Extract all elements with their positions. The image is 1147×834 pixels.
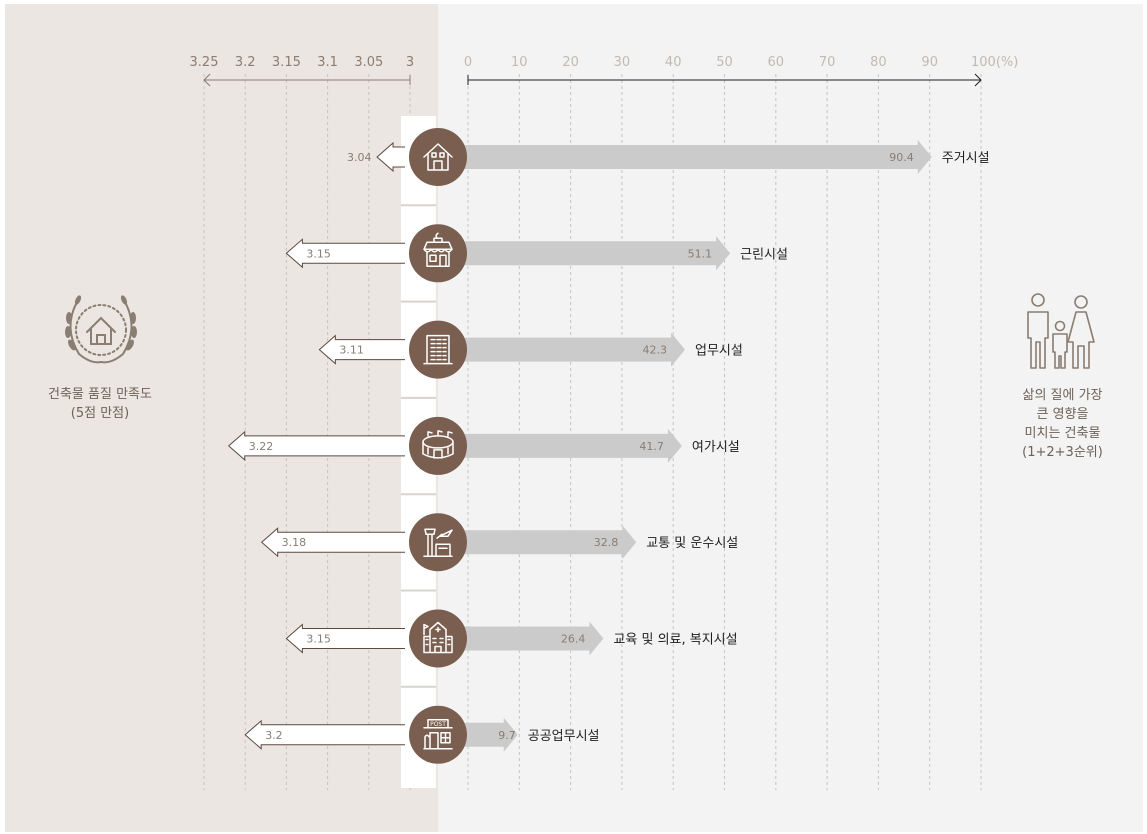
left-axis-tick-label: 3.05 [354,55,383,70]
bar-right-value: 41.7 [639,440,664,453]
post-office-icon: POST [423,719,453,750]
bar-left-value: 3.22 [249,440,274,453]
bar-row: 9.7 공공업무시설 3.2 POST [244,705,600,764]
right-caption-line2: 큰 영향을 [1036,407,1089,422]
left-panel-bg [5,4,438,832]
left-axis-tick-label: 3.25 [190,55,219,70]
bar-row: 26.4 교육 및 의료, 복지시설 3.15 [285,609,738,668]
right-caption-line1: 삶의 질에 가장 [1022,388,1103,403]
left-axis-tick-label: 3.15 [272,55,301,70]
category-circle [409,609,467,668]
bar-left [260,527,405,558]
right-axis-tick-label: 30 [614,55,631,70]
left-axis-tick-label: 3.2 [235,55,256,70]
right-axis-tick-label: 100(%) [971,55,1018,70]
bar-right-value: 26.4 [561,633,586,646]
left-axis-tick-label: 3 [406,55,414,70]
office-building-icon [423,334,453,365]
svg-text:POST: POST [430,721,446,728]
bar-left-value: 3.18 [282,536,307,549]
category-circle [409,320,467,379]
bar-left-value: 3.15 [306,247,331,260]
bar-left-value: 3.11 [339,344,364,357]
bar-right [438,140,932,174]
shop-icon [423,232,453,268]
bar-left-value: 3.2 [265,729,283,742]
category-label: 주거시설 [942,151,990,166]
category-circle [409,224,467,283]
bar-left-value: 3.04 [347,151,372,164]
house-icon [423,143,453,171]
left-axis-caption: 건축물 품질 만족도 (5점 만점) [20,385,180,423]
right-axis-tick-label: 10 [511,55,528,70]
family-icon [1020,290,1104,372]
right-caption-line4: (1+2+3순위) [1022,445,1103,460]
right-axis-tick-label: 70 [819,55,836,70]
right-axis-tick-label: 50 [716,55,733,70]
bar-right-value: 32.8 [594,536,619,549]
bar-left [244,719,405,750]
bar-right [438,525,637,560]
category-circle [409,513,467,572]
category-label: 공공업무시설 [528,729,600,744]
bar-row: 41.7 여가시설 3.22 [227,416,740,475]
hospital-icon [423,621,453,654]
left-caption-line2: (5점 만점) [70,406,130,421]
right-axis-caption: 삶의 질에 가장 큰 영향을 미치는 건축물 (1+2+3순위) [995,386,1130,462]
bar-left-value: 3.15 [306,633,331,646]
category-label: 업무시설 [695,344,743,359]
bar-left [285,238,405,269]
bar-row: 90.4 주거시설 3.04 [347,128,990,186]
right-axis-tick-label: 80 [870,55,887,70]
right-axis-arrowhead [974,73,982,87]
bar-right-value: 42.3 [642,344,667,357]
axes: 0 10 20 30 40 50 60 70 80 90 100(%) 3.25 3.2 3.15 3.1 3… [190,55,1018,87]
stadium-icon [422,430,454,459]
category-label: 교통 및 운수시설 [646,536,738,551]
left-caption-line1: 건축물 품질 만족도 [48,387,152,402]
right-axis-tick-label: 90 [921,55,938,70]
satisfaction-icon [57,288,145,368]
category-label: 여가시설 [692,440,740,455]
bar-row: 42.3 업무시설 3.11 [318,320,743,379]
bar-left [376,141,405,173]
category-label: 교육 및 의료, 복지시설 [613,633,737,648]
right-caption-line3: 미치는 건축물 [1024,426,1101,441]
right-panel-bg [438,4,1143,832]
right-axis-tick-label: 40 [665,55,682,70]
bar-right [438,332,685,367]
bar-right-value: 90.4 [889,151,914,164]
airport-icon [423,528,453,557]
bar-right-value: 51.1 [688,247,713,260]
bar-right-value: 9.7 [498,729,516,742]
rows: 90.4 주거시설 3.04 51.1 근린시설 3.15 42.3 업무시설 3.11 41.7… [227,128,990,764]
left-axis-tick-label: 3.1 [317,55,338,70]
right-axis-tick-label: 60 [768,55,785,70]
bar-left [285,623,405,654]
bar-left [318,334,405,365]
bar-right [438,236,731,271]
bar-row: 51.1 근린시설 3.15 [285,224,788,283]
bar-right [438,621,604,656]
row-separators [401,204,436,688]
bar-row: 32.8 교통 및 운수시설 3.18 [260,513,738,572]
right-axis-tick-label: 0 [464,55,472,70]
left-axis-arrowhead [203,73,211,87]
category-circle [409,128,467,186]
category-label: 근린시설 [740,247,788,262]
right-axis-tick-label: 20 [562,55,579,70]
bar-left [227,430,405,462]
bar-right [438,428,682,463]
category-circle [409,416,467,475]
